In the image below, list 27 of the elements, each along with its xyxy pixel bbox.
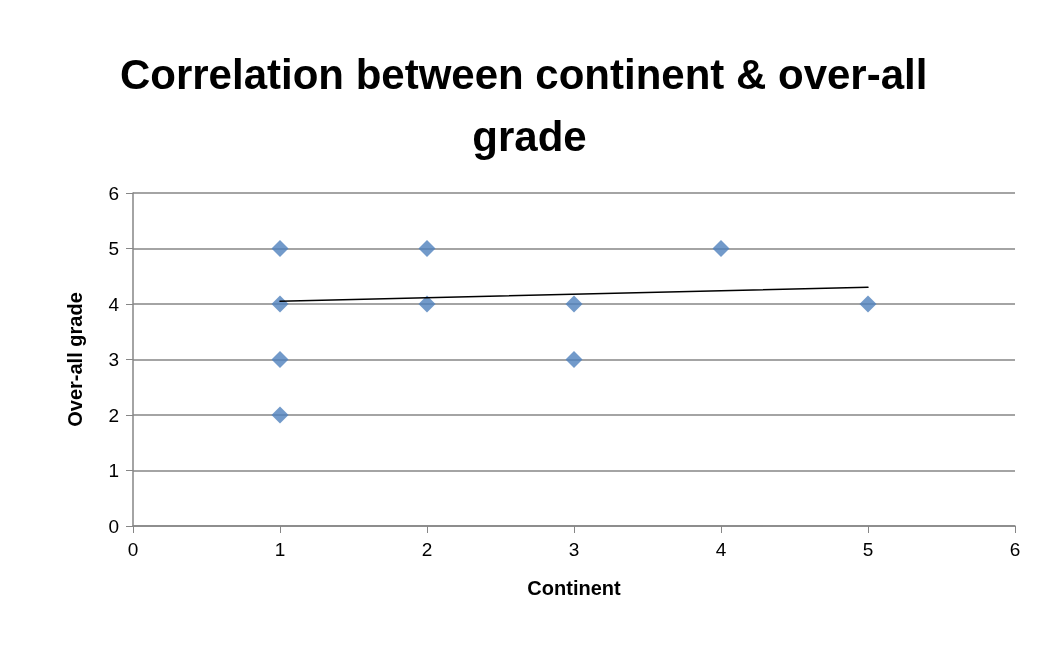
point (418, 240, 436, 257)
point (271, 351, 289, 368)
point (712, 240, 730, 257)
point (271, 240, 289, 257)
y-tick-label: 4 (108, 293, 120, 315)
x-tick-label: 6 (1009, 539, 1021, 560)
chart-title: Correlation between continent & over-all grade (119, 50, 940, 160)
y-tick-label: 0 (108, 515, 119, 537)
x-tick-label: 3 (568, 539, 580, 560)
x-tick-label: 1 (274, 539, 286, 560)
y-tick-label: 3 (108, 349, 119, 370)
x-tick-label: 2 (421, 539, 433, 560)
x-tick-label: 4 (715, 539, 727, 560)
y-tick-label: 6 (108, 182, 119, 204)
x-tick-label: 0 (127, 539, 139, 560)
point (271, 406, 289, 424)
y-axis-title: Over-all grade (64, 292, 86, 427)
point (565, 351, 583, 368)
point (859, 295, 877, 313)
point (271, 295, 289, 313)
x-tick-label: 5 (862, 539, 874, 560)
x-axis-title: Continent (527, 577, 621, 599)
y-tick-label: 2 (108, 404, 119, 426)
point (418, 295, 436, 313)
y-tick-label: 5 (108, 238, 119, 259)
y-tick-label: 1 (108, 460, 119, 481)
point (565, 295, 583, 313)
